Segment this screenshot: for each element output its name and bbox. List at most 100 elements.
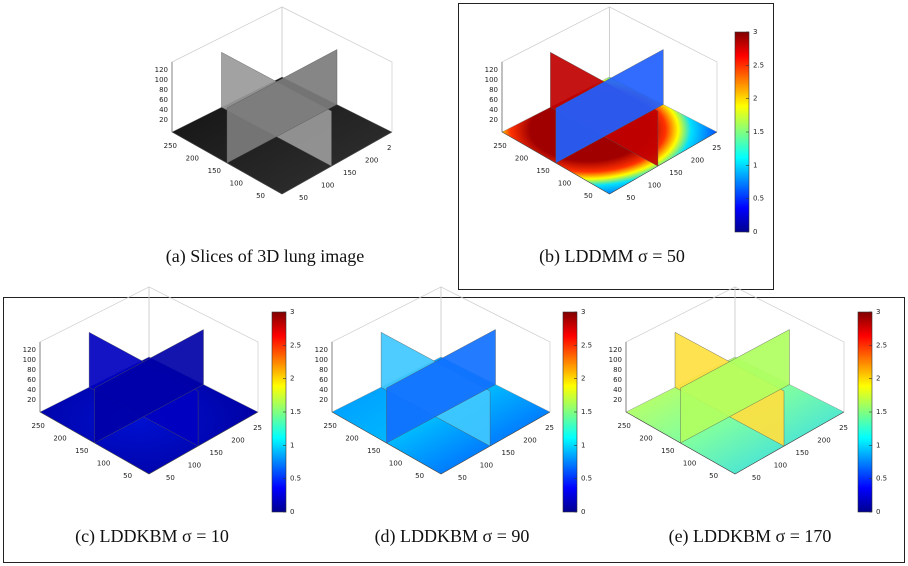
y-tick-label: 50: [709, 472, 718, 480]
z-tick-label: 40: [319, 386, 328, 394]
figure: (a) Slices of 3D lung image (b) LDDMM σ …: [0, 0, 908, 566]
z-tick-label: 80: [27, 366, 36, 374]
x-tick-label: 150: [343, 169, 356, 177]
z-tick-label: 20: [613, 396, 622, 404]
colorbar-tick-label: 1: [290, 441, 294, 449]
colorbar-tick-label: 0.5: [876, 475, 887, 483]
caption: (c) LDDKBM σ = 10: [75, 526, 229, 547]
z-tick-label: 120: [609, 346, 622, 354]
z-tick-label: 60: [319, 376, 328, 384]
colorbar-tick-label: 2.5: [290, 341, 301, 349]
x-tick-label: 25: [545, 424, 554, 432]
colorbar-tick-label: 0: [753, 228, 757, 236]
figure-page: (a) Slices of 3D lung image (b) LDDMM σ …: [0, 0, 908, 566]
colorbar-tick-label: 0: [290, 508, 294, 516]
y-tick-label: 200: [53, 435, 66, 443]
colorbar-tick-label: 0.5: [290, 475, 301, 483]
y-tick-label: 150: [208, 167, 221, 175]
x-tick-label: 2: [387, 144, 391, 152]
z-tick-label: 100: [155, 76, 168, 84]
y-tick-label: 100: [230, 179, 243, 187]
x-tick-label: 25: [253, 424, 262, 432]
colorbar-tick-label: 1: [753, 161, 757, 169]
x-tick-label: 150: [210, 449, 223, 457]
x-tick-label: 50: [626, 194, 635, 202]
x-tick-label: 100: [648, 181, 661, 189]
z-tick-label: 120: [315, 346, 328, 354]
colorbar-tick-label: 1: [876, 441, 880, 449]
colorbar-tick-label: 1: [581, 441, 585, 449]
z-tick-label: 20: [27, 396, 36, 404]
z-tick-label: 120: [23, 346, 36, 354]
caption: (d) LDDKBM σ = 90: [375, 526, 530, 547]
y-tick-label: 250: [493, 142, 506, 150]
y-tick-label: 150: [661, 447, 674, 455]
y-tick-label: 100: [558, 179, 571, 187]
z-tick-label: 40: [27, 386, 36, 394]
z-tick-label: 100: [485, 76, 498, 84]
colorbar-tick-label: 2.5: [753, 61, 764, 69]
y-tick-label: 50: [123, 472, 132, 480]
colorbar-tick-label: 1.5: [753, 128, 764, 136]
y-tick-label: 50: [584, 192, 593, 200]
z-tick-label: 60: [159, 96, 168, 104]
colorbar-tick-label: 3: [581, 308, 585, 316]
x-tick-label: 200: [691, 157, 704, 165]
colorbar-tick-label: 0.5: [581, 475, 592, 483]
x-tick-label: 100: [188, 461, 201, 469]
caption: (e) LDDKBM σ = 170: [669, 526, 832, 547]
y-tick-label: 200: [186, 155, 199, 163]
colorbar-tick-label: 1.5: [581, 408, 592, 416]
z-tick-label: 80: [319, 366, 328, 374]
z-tick-label: 60: [613, 376, 622, 384]
x-tick-label: 200: [365, 157, 378, 165]
x-tick-label: 100: [321, 181, 334, 189]
y-tick-label: 200: [639, 435, 652, 443]
y-tick-label: 250: [32, 422, 45, 430]
caption: (a) Slices of 3D lung image: [166, 246, 364, 267]
z-tick-label: 120: [155, 66, 168, 74]
colorbar-tick-label: 3: [753, 28, 757, 36]
caption: (b) LDDMM σ = 50: [539, 246, 685, 267]
y-tick-label: 150: [367, 447, 380, 455]
x-tick-label: 50: [299, 194, 308, 202]
x-tick-label: 100: [480, 461, 493, 469]
y-tick-label: 200: [515, 155, 528, 163]
x-tick-label: 150: [502, 449, 515, 457]
z-tick-label: 80: [613, 366, 622, 374]
z-tick-label: 40: [613, 386, 622, 394]
x-tick-label: 100: [774, 461, 787, 469]
y-tick-label: 200: [345, 435, 358, 443]
z-tick-label: 40: [489, 106, 498, 114]
y-tick-label: 100: [683, 459, 696, 467]
x-tick-label: 200: [523, 437, 536, 445]
y-tick-label: 100: [97, 459, 110, 467]
y-tick-label: 250: [324, 422, 337, 430]
colorbar-tick-label: 0: [876, 508, 880, 516]
z-tick-label: 120: [485, 66, 498, 74]
x-tick-label: 50: [166, 474, 175, 482]
z-tick-label: 20: [159, 116, 168, 124]
z-tick-label: 100: [23, 356, 36, 364]
z-tick-label: 60: [27, 376, 36, 384]
z-tick-label: 20: [319, 396, 328, 404]
x-tick-label: 25: [712, 144, 721, 152]
y-tick-label: 150: [536, 167, 549, 175]
z-tick-label: 100: [609, 356, 622, 364]
colorbar-tick-label: 0: [581, 508, 585, 516]
colorbar-tick-label: 1.5: [290, 408, 301, 416]
y-tick-label: 250: [164, 142, 177, 150]
x-tick-label: 200: [231, 437, 244, 445]
x-tick-label: 50: [752, 474, 761, 482]
colorbar-tick-label: 2.5: [876, 341, 887, 349]
x-tick-label: 50: [458, 474, 467, 482]
z-tick-label: 100: [315, 356, 328, 364]
z-tick-label: 40: [159, 106, 168, 114]
y-tick-label: 100: [389, 459, 402, 467]
x-tick-label: 150: [669, 169, 682, 177]
colorbar-tick-label: 2: [876, 375, 880, 383]
colorbar-tick-label: 1.5: [876, 408, 887, 416]
colorbar-tick-label: 3: [290, 308, 294, 316]
y-tick-label: 50: [256, 192, 265, 200]
colorbar-tick-label: 0.5: [753, 195, 764, 203]
